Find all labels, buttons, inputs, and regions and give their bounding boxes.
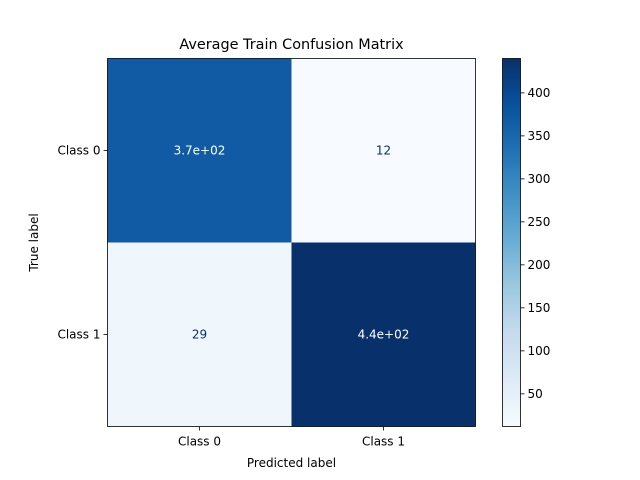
- x-axis: Class 0 Class 1: [178, 426, 405, 449]
- matrix-cells: [107, 58, 476, 427]
- y-tick-label-0: Class 0: [57, 144, 100, 158]
- matrix-cell-label-0-0: 3.7e+02: [174, 144, 226, 158]
- y-axis-label: True label: [27, 213, 41, 272]
- colorbar: [502, 58, 521, 427]
- x-tick-label-1: Class 1: [362, 435, 405, 449]
- colorbar-tick-label-6: 350: [528, 129, 551, 143]
- colorbar-tick-label-4: 250: [528, 215, 551, 229]
- matrix-cell-0-0: [107, 58, 292, 243]
- colorbar-ticks: 50 100 150 200 250 300 350 400: [520, 86, 551, 401]
- colorbar-tick-label-0: 50: [528, 387, 543, 401]
- matrix-cell-label-1-1: 4.4e+02: [358, 328, 410, 342]
- matrix-cell-label-1-0: 29: [192, 328, 207, 342]
- y-axis: Class 0 Class 1: [57, 144, 108, 342]
- chart-title: Average Train Confusion Matrix: [179, 37, 404, 53]
- matrix-cell-labels: 3.7e+02 12 29 4.4e+02: [174, 144, 410, 342]
- colorbar-tick-label-1: 100: [528, 344, 551, 358]
- colorbar-tick-label-5: 300: [528, 172, 551, 186]
- matrix-cell-0-1: [291, 58, 476, 243]
- matrix-cell-1-1: [291, 242, 476, 427]
- matrix-cell-label-0-1: 12: [376, 144, 391, 158]
- matrix-frame: [107, 58, 476, 427]
- x-axis-label: Predicted label: [247, 456, 336, 470]
- y-tick-label-1: Class 1: [57, 328, 100, 342]
- colorbar-tick-label-7: 400: [528, 86, 551, 100]
- colorbar-tick-label-2: 150: [528, 301, 551, 315]
- matrix-cell-1-0: [107, 242, 292, 427]
- colorbar-tick-label-3: 200: [528, 258, 551, 272]
- x-tick-label-0: Class 0: [178, 435, 221, 449]
